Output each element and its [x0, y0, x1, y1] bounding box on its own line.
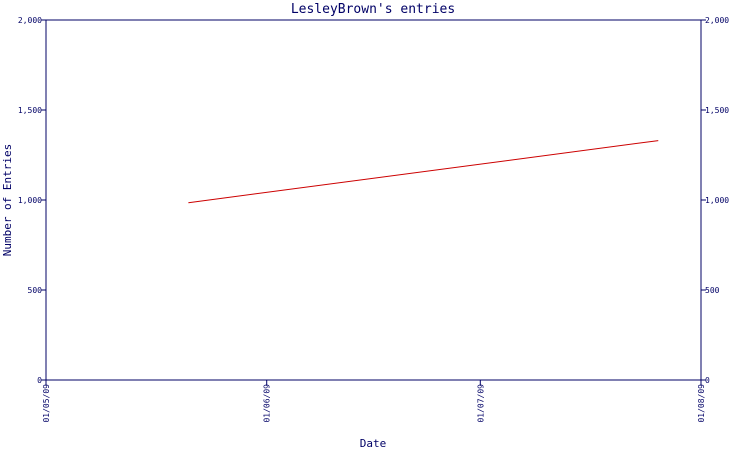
y-tick-label-left: 0	[37, 376, 42, 385]
y-axis-right: 0 500 1,000 1,500 2,000	[701, 16, 729, 385]
y-tick-label-right: 0	[705, 376, 710, 385]
y-tick-label-left: 1,000	[18, 196, 42, 205]
plot-area	[45, 19, 702, 381]
y-tick-label-right: 500	[705, 286, 720, 295]
y-tick-label-left: 2,000	[18, 16, 42, 25]
x-tick-label: 01/08/09	[697, 384, 706, 423]
chart-title: LesleyBrown's entries	[291, 2, 455, 17]
x-tick-label: 01/06/09	[263, 384, 272, 423]
y-axis-title: Number of Entries	[1, 144, 14, 257]
y-tick-label-right: 1,000	[705, 196, 729, 205]
y-tick-label-left: 500	[28, 286, 43, 295]
series-line	[188, 140, 659, 204]
y-tick-label-left: 1,500	[18, 106, 42, 115]
x-axis-title: Date	[360, 437, 387, 450]
y-axis-left: 0 500 1,000 1,500 2,000	[18, 16, 46, 385]
x-tick-label: 01/07/09	[476, 384, 485, 423]
x-tick-label: 01/05/09	[42, 384, 51, 423]
y-tick-label-right: 2,000	[705, 16, 729, 25]
series-group	[188, 140, 659, 204]
x-axis: 01/05/09 01/06/09 01/07/09 01/08/09	[42, 380, 706, 423]
plot-border	[45, 19, 702, 381]
y-tick-label-right: 1,500	[705, 106, 729, 115]
